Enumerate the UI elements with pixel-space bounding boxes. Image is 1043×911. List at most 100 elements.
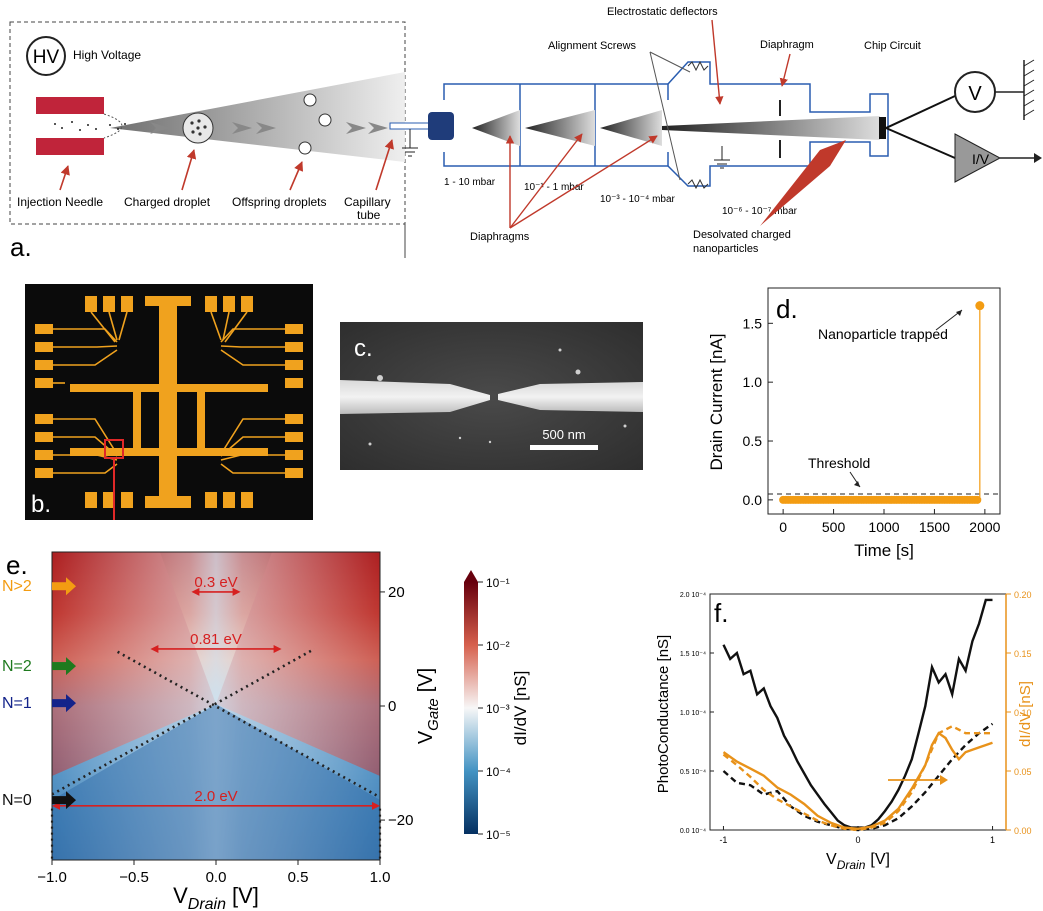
photoconductance-solid-line: [722, 598, 993, 829]
alignment-screws-label: Alignment Screws: [548, 40, 637, 52]
x-tick-label: 0: [855, 835, 860, 845]
didv-dashed-line: [722, 724, 993, 832]
y-right-tick-label: 0.05: [1014, 767, 1032, 777]
y-left-tick-label: 0.5 10⁻⁴: [680, 769, 706, 776]
panel-a-letter: a.: [10, 232, 32, 262]
needle-upper: [36, 97, 104, 114]
scale-bar-label: 500 nm: [542, 427, 585, 442]
panel-c-sem-image: c. 500 nm: [340, 322, 643, 470]
gap-label: 2.0 eV: [194, 788, 237, 805]
diamond-edge-line: [116, 650, 381, 799]
y-right-tick-label: 0.20: [1014, 590, 1032, 600]
x-tick-label: 1: [990, 835, 995, 845]
state-label: N=2: [2, 658, 32, 675]
desolvated-label-l2: nanoparticles: [693, 243, 759, 255]
panel-d-x-label: Time [s]: [854, 541, 914, 560]
annotation-threshold: Threshold: [808, 455, 870, 471]
didv-solid-line: [722, 731, 993, 831]
injection-needle-label: Injection Needle: [17, 195, 103, 209]
pressure-stage-3: 10⁻³ - 10⁻⁴ mbar: [600, 194, 676, 205]
panel-e-y-label: VGate[V]: [415, 668, 442, 744]
gap-arrow-head: [150, 644, 159, 653]
panel-b-letter: b.: [31, 491, 51, 518]
panel-d-chart: 0 500 1000 1500 2000 0.0 0.5 1.0 1.5 d. Nanopart…: [707, 287, 1001, 560]
chip-circuit-label: Chip Circuit: [864, 40, 921, 52]
gap-label: 0.81 eV: [190, 631, 242, 648]
panel-f-chart: -1 0 1 2.0 10⁻⁴ 1.5 10⁻⁴ 1.0 10⁻⁴ 0.5 10⁻⁴ 0.0 …: [655, 590, 1034, 872]
panel-f-y-right-label: dI/dV [nS]: [1017, 681, 1034, 747]
capillary-label-l1: Capillary: [344, 195, 391, 209]
panel-c-letter: c.: [354, 335, 373, 362]
voltmeter-symbol: V: [968, 83, 982, 105]
diaphragms-label: Diaphragms: [470, 231, 530, 243]
panel-d-letter: d.: [776, 294, 798, 324]
y-left-tick-label: 2.0 10⁻⁴: [680, 592, 706, 599]
x-tick-label: -1: [719, 835, 727, 845]
panel-e-heatmap: −1.0 −0.5 0.0 0.5 1.0 20 0 −20 0.3 eV 0.81 eV 2.0…: [2, 550, 530, 911]
colorbar-tick-label: 10⁻³: [486, 702, 510, 716]
y-tick-label: 0.5: [743, 433, 763, 449]
colorbar: [464, 582, 478, 834]
diaphragm-label: Diaphragm: [760, 39, 814, 51]
y-tick-label: 0: [388, 698, 396, 715]
state-arrow-shaft: [52, 796, 66, 805]
state-label: N=1: [2, 695, 32, 712]
panel-f-letter: f.: [714, 598, 728, 628]
gap-arrow-head: [191, 587, 200, 596]
charged-droplet-label: Charged droplet: [124, 195, 211, 209]
panel-f-frame: [709, 593, 1007, 831]
pressure-stage-4: 10⁻⁶ - 10⁻⁷ mbar: [722, 206, 798, 217]
colorbar-tick-label: 10⁻²: [486, 639, 510, 653]
colorbar-label: dI/dV [nS]: [511, 671, 530, 746]
y-right-tick-label: 0.00: [1014, 826, 1032, 836]
y-tick-label: 1.0: [743, 374, 763, 390]
state-label: N>2: [2, 578, 32, 595]
state-arrow-head: [66, 694, 76, 713]
gap-label: 0.3 eV: [194, 574, 237, 591]
x-tick-label: 1.0: [370, 869, 391, 886]
y-left-tick-label: 0.0 10⁻⁴: [680, 828, 706, 835]
state-arrow-head: [66, 577, 76, 596]
state-arrow-head: [66, 657, 76, 676]
hv-symbol: HV: [33, 47, 60, 68]
y-tick-label: −20: [388, 812, 413, 829]
spike-point: [975, 301, 985, 311]
pressure-stage-1: 1 - 10 mbar: [444, 177, 496, 188]
needle-lower: [36, 138, 104, 155]
state-arrow-shaft: [52, 662, 66, 671]
panel-e-letter: e.: [6, 550, 28, 580]
state-arrow-shaft: [52, 582, 66, 591]
panel-f-y-left-label: PhotoConductance [nS]: [655, 635, 672, 793]
x-tick-label: 1500: [919, 519, 950, 535]
offspring-droplets-label: Offspring droplets: [232, 195, 327, 209]
iv-converter-symbol: I/V: [972, 151, 990, 167]
x-tick-label: 0: [779, 519, 787, 535]
y-tick-label: 1.5: [743, 315, 763, 331]
high-voltage-label: High Voltage: [73, 48, 141, 62]
y-right-tick-label: 0.10: [1014, 708, 1032, 718]
electrostatic-deflectors-label: Electrostatic deflectors: [607, 6, 718, 18]
colorbar-tick-label: 10⁻⁴: [486, 765, 511, 779]
gap-arrow-head: [372, 801, 380, 810]
state-arrow-head: [66, 791, 76, 810]
panel-a-setup-schematic: HV High Voltage Injection Needle Charged…: [9, 6, 1042, 262]
annotation-nanoparticle-trapped: Nanoparticle trapped: [818, 326, 948, 342]
pressure-stage-2: 10⁻¹ - 1 mbar: [524, 182, 584, 193]
x-tick-label: 2000: [969, 519, 1000, 535]
state-arrow-shaft: [52, 699, 66, 708]
panel-f-x-label: VDrain [V]: [826, 851, 890, 872]
x-tick-label: 0.5: [288, 869, 309, 886]
capillary-label-l2: tube: [357, 208, 381, 222]
x-tick-label: 0.0: [206, 869, 227, 886]
state-label: N=0: [2, 792, 32, 809]
x-tick-label: −0.5: [119, 869, 149, 886]
panel-d-y-label: Drain Current [nA]: [707, 334, 726, 471]
panel-d-frame: [767, 287, 1001, 515]
desolvated-label-l1: Desolvated charged: [693, 229, 791, 241]
colorbar-tick-label: 10⁻⁵: [486, 828, 511, 842]
panel-e-x-label: VDrain [V]: [173, 883, 259, 911]
x-tick-label: 1000: [868, 519, 899, 535]
y-left-tick-label: 1.5 10⁻⁴: [680, 651, 706, 658]
y-tick-label: 0.0: [743, 492, 763, 508]
x-tick-label: −1.0: [37, 869, 67, 886]
